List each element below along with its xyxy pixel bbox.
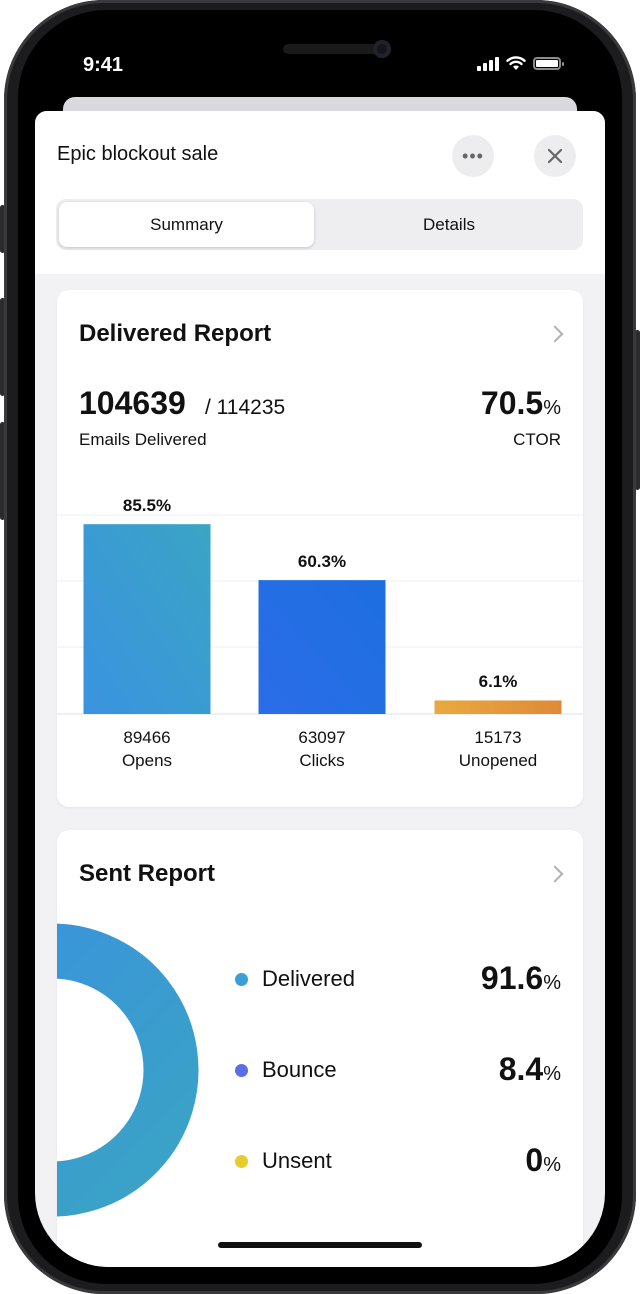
delivered-report-title: Delivered Report (79, 320, 272, 347)
close-icon (547, 148, 563, 164)
ctor-label: CTOR (513, 430, 561, 449)
legend-unsent: Unsent (235, 1148, 332, 1174)
sent-report-title: Sent Report (79, 860, 216, 887)
legend-dot-delivered (235, 972, 248, 986)
legend-label: Unsent (262, 1148, 332, 1173)
bar-count-label: 63097 (298, 728, 346, 747)
volume-up-button[interactable] (0, 298, 5, 396)
legend-value-unsent: 0% (525, 1142, 561, 1179)
legend-value-bounce: 8.4% (499, 1051, 561, 1088)
legend-dot-bounce (235, 1063, 248, 1077)
bar-value-label: 6.1% (478, 672, 518, 692)
delivered-label: Emails Delivered (79, 430, 207, 449)
donut-slice-delivered (57, 920, 202, 1220)
volume-down-button[interactable] (0, 422, 5, 520)
legend-number: 0 (525, 1142, 544, 1178)
bar-clicks (258, 580, 386, 714)
bar-value-label: 60.3% (297, 552, 347, 572)
tab-details[interactable]: Details (423, 214, 475, 234)
bar-category-label: Unopened (458, 751, 538, 770)
screen: 9:41 Epic blockout sale ••• Summary (35, 24, 605, 1267)
delivered-report-card[interactable]: Delivered Report 104639 / 114235 Emails … (57, 290, 583, 807)
ctor-value: 70.5% (481, 385, 561, 422)
tab-segmented-control: Summary Details (56, 199, 583, 250)
bar-value-label: 85.5% (122, 496, 172, 516)
bar-opens (83, 524, 211, 714)
bar-unopened (434, 700, 562, 714)
more-options-button[interactable]: ••• (452, 135, 494, 177)
legend-unit: % (543, 1154, 561, 1176)
cellular-signal-icon (477, 56, 499, 71)
legend-dot-unsent (235, 1154, 248, 1168)
power-button[interactable] (635, 330, 640, 490)
bar-count-label: 89466 (123, 728, 171, 747)
status-time: 9:41 (83, 54, 124, 76)
battery-icon (533, 57, 564, 70)
sheet-title: Epic blockout sale (57, 143, 219, 165)
bar-category-label: Clicks (299, 751, 345, 770)
close-button[interactable] (534, 135, 576, 177)
ctor-unit: % (543, 397, 561, 419)
silent-switch[interactable] (0, 205, 5, 253)
bar-count-label: 15173 (474, 728, 522, 747)
ellipsis-icon: ••• (462, 145, 484, 166)
legend-number: 8.4 (498, 1051, 544, 1087)
legend-unit: % (543, 1063, 561, 1085)
speaker-grille (283, 44, 381, 54)
tab-summary[interactable]: Summary (59, 202, 314, 247)
home-indicator[interactable] (218, 1242, 422, 1248)
chevron-right-icon[interactable] (546, 865, 564, 883)
legend-label: Bounce (262, 1057, 337, 1082)
legend-number: 91.6 (480, 960, 544, 996)
legend-unit: % (543, 972, 561, 994)
wifi-icon (506, 56, 526, 70)
sheet-header: Epic blockout sale ••• Summary Details (35, 111, 605, 274)
front-camera (373, 40, 391, 58)
total-count: / 114235 (205, 396, 286, 419)
sent-donut-chart (57, 920, 202, 1220)
legend-bounce: Bounce (235, 1057, 337, 1083)
ctor-number: 70.5 (480, 385, 544, 421)
sent-report-card[interactable]: Sent Report Delivered 91.6% Bounce 8.4% … (57, 830, 583, 1267)
report-sheet: Epic blockout sale ••• Summary Details D… (35, 111, 605, 1267)
legend-delivered: Delivered (235, 966, 355, 992)
legend-label: Delivered (262, 966, 355, 991)
engagement-bar-chart (57, 514, 583, 715)
legend-value-delivered: 91.6% (481, 960, 561, 997)
status-icons (477, 56, 564, 71)
delivered-count: 104639 (79, 385, 186, 421)
bar-category-label: Opens (121, 751, 173, 770)
